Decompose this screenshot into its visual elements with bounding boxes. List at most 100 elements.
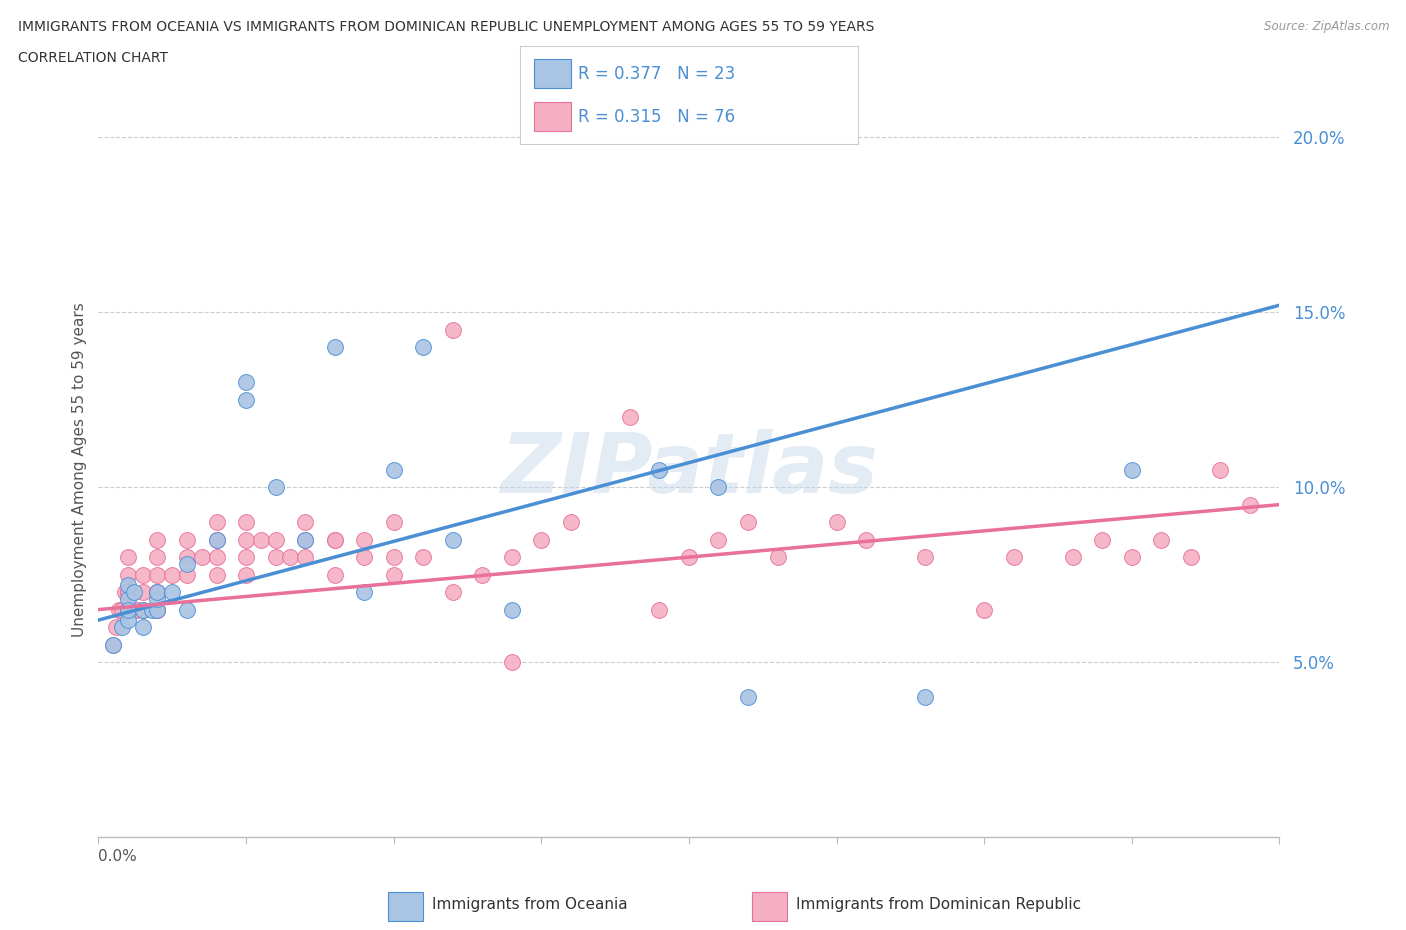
Point <box>132 602 155 617</box>
Point <box>132 585 155 600</box>
Y-axis label: Unemployment Among Ages 55 to 59 years: Unemployment Among Ages 55 to 59 years <box>72 302 87 637</box>
Point <box>117 602 139 617</box>
Point <box>294 532 316 547</box>
Point <box>176 602 198 617</box>
Point <box>412 339 434 354</box>
Point <box>235 532 257 547</box>
Point <box>501 550 523 565</box>
Point <box>441 323 464 338</box>
Point <box>146 602 169 617</box>
Point <box>250 532 273 547</box>
Point <box>323 567 346 582</box>
Point <box>114 585 136 600</box>
Text: Immigrants from Dominican Republic: Immigrants from Dominican Republic <box>796 897 1081 912</box>
Point <box>353 550 375 565</box>
Point <box>619 410 641 425</box>
Point <box>382 567 405 582</box>
Point <box>530 532 553 547</box>
Point <box>323 532 346 547</box>
Point <box>678 550 700 565</box>
Point <box>323 532 346 547</box>
Point <box>1121 550 1143 565</box>
Point <box>176 557 198 572</box>
Point <box>111 619 134 634</box>
Point <box>103 637 125 652</box>
Point <box>132 619 155 634</box>
Point <box>117 550 139 565</box>
Point <box>235 514 257 529</box>
Point <box>1121 462 1143 477</box>
Point <box>1062 550 1084 565</box>
Point <box>117 613 139 628</box>
Point <box>205 514 228 529</box>
Point <box>117 567 139 582</box>
Point <box>501 602 523 617</box>
Point <box>117 591 139 606</box>
Point <box>737 690 759 705</box>
Point <box>122 602 145 617</box>
Point <box>1180 550 1202 565</box>
Point <box>176 567 198 582</box>
Point <box>146 585 169 600</box>
Point <box>103 637 125 652</box>
Point <box>914 690 936 705</box>
Point <box>1209 462 1232 477</box>
Point <box>146 585 169 600</box>
Point <box>1002 550 1025 565</box>
Text: Immigrants from Oceania: Immigrants from Oceania <box>433 897 628 912</box>
Point <box>278 550 302 565</box>
Point <box>294 532 316 547</box>
Point <box>162 567 183 582</box>
Point <box>855 532 877 547</box>
Point <box>132 567 155 582</box>
Point <box>914 550 936 565</box>
Point <box>162 585 183 600</box>
Point <box>117 602 139 617</box>
Point <box>1150 532 1173 547</box>
Point <box>382 514 405 529</box>
Point <box>205 532 228 547</box>
Point <box>353 585 375 600</box>
Point <box>737 514 759 529</box>
Point <box>235 375 257 390</box>
FancyBboxPatch shape <box>752 892 787 921</box>
Point <box>146 602 169 617</box>
Point <box>146 550 169 565</box>
Text: CORRELATION CHART: CORRELATION CHART <box>18 51 169 65</box>
Point <box>766 550 789 565</box>
Point <box>117 585 139 600</box>
FancyBboxPatch shape <box>534 60 571 88</box>
Point <box>141 602 163 617</box>
Point <box>146 532 169 547</box>
Point <box>825 514 848 529</box>
Point <box>471 567 494 582</box>
Point <box>146 602 169 617</box>
Point <box>117 578 139 592</box>
Point <box>648 462 671 477</box>
Point <box>264 550 287 565</box>
Text: IMMIGRANTS FROM OCEANIA VS IMMIGRANTS FROM DOMINICAN REPUBLIC UNEMPLOYMENT AMONG: IMMIGRANTS FROM OCEANIA VS IMMIGRANTS FR… <box>18 20 875 34</box>
Point <box>108 602 131 617</box>
Point <box>146 591 169 606</box>
Point <box>117 585 139 600</box>
Point <box>560 514 582 529</box>
Point <box>264 480 287 495</box>
Point <box>707 532 730 547</box>
Point <box>294 514 316 529</box>
Point <box>146 585 169 600</box>
Point <box>111 602 134 617</box>
Text: Source: ZipAtlas.com: Source: ZipAtlas.com <box>1264 20 1389 33</box>
Point <box>973 602 995 617</box>
Point <box>441 532 464 547</box>
Point <box>412 550 434 565</box>
Point <box>235 392 257 407</box>
Point <box>205 550 228 565</box>
Point <box>205 567 228 582</box>
Point <box>235 567 257 582</box>
Point <box>176 532 198 547</box>
Point <box>1239 498 1261 512</box>
Point <box>441 585 464 600</box>
Point <box>132 602 155 617</box>
FancyBboxPatch shape <box>534 102 571 131</box>
Point <box>122 585 145 600</box>
